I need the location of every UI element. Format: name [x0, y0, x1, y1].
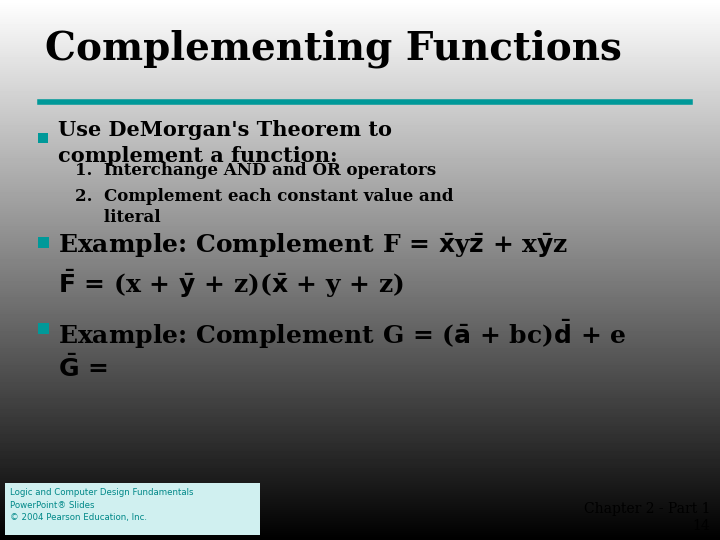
Bar — [38, 237, 49, 247]
Text: $\mathbf{\bar{G}}$ =: $\mathbf{\bar{G}}$ = — [58, 355, 107, 382]
Text: Example: Complement G = ($\mathbf{\bar{a}}$ + bc)$\mathbf{\bar{d}}$ + e: Example: Complement G = ($\mathbf{\bar{a… — [58, 318, 626, 352]
Bar — [38, 322, 49, 334]
Text: Example: Complement F = $\mathbf{\bar{x}}$y$\mathbf{\bar{z}}$ + x$\mathbf{\bar{y: Example: Complement F = $\mathbf{\bar{x}… — [58, 232, 568, 260]
Text: 1.  Interchange AND and OR operators: 1. Interchange AND and OR operators — [75, 162, 436, 179]
Text: Complementing Functions: Complementing Functions — [45, 30, 622, 69]
Text: Use DeMorgan's Theorem to
complement a function:: Use DeMorgan's Theorem to complement a f… — [58, 120, 392, 166]
Text: 2.  Complement each constant value and
     literal: 2. Complement each constant value and li… — [75, 188, 454, 226]
Bar — [5, 483, 260, 535]
Text: Chapter 2 - Part 1
14: Chapter 2 - Part 1 14 — [583, 502, 710, 534]
Bar — [38, 133, 48, 143]
Text: $\mathbf{\bar{F}}$ = (x + $\mathbf{\bar{y}}$ + z)($\mathbf{\bar{x}}$ + y + z): $\mathbf{\bar{F}}$ = (x + $\mathbf{\bar{… — [58, 268, 404, 300]
Text: Logic and Computer Design Fundamentals
PowerPoint® Slides
© 2004 Pearson Educati: Logic and Computer Design Fundamentals P… — [10, 488, 194, 522]
